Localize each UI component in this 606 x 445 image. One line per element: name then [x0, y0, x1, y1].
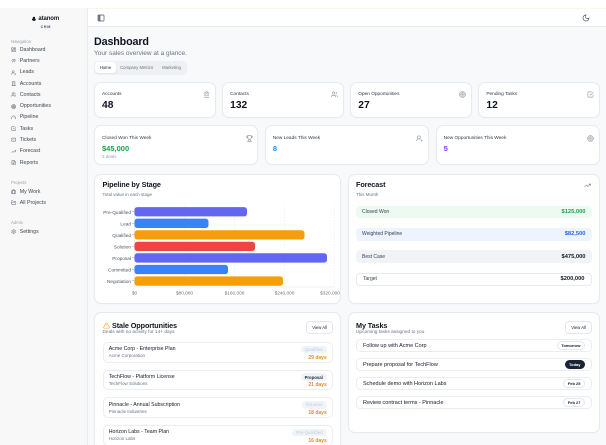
svg-text:Proposal: Proposal — [112, 255, 131, 261]
svg-text:Committed: Committed — [108, 267, 131, 273]
svg-text:Qualified: Qualified — [112, 232, 131, 238]
svg-text:$320,000: $320,000 — [320, 290, 340, 296]
svg-text:Solution: Solution — [114, 244, 132, 250]
svg-text:$160,000: $160,000 — [225, 290, 245, 296]
svg-text:$80,000: $80,000 — [176, 290, 194, 296]
svg-text:Lead: Lead — [120, 221, 131, 227]
svg-text:Negotiation: Negotiation — [107, 278, 131, 284]
svg-text:$240,000: $240,000 — [275, 290, 295, 296]
svg-text:Pre-Qualified: Pre-Qualified — [103, 209, 131, 215]
svg-text:$0: $0 — [132, 290, 138, 296]
